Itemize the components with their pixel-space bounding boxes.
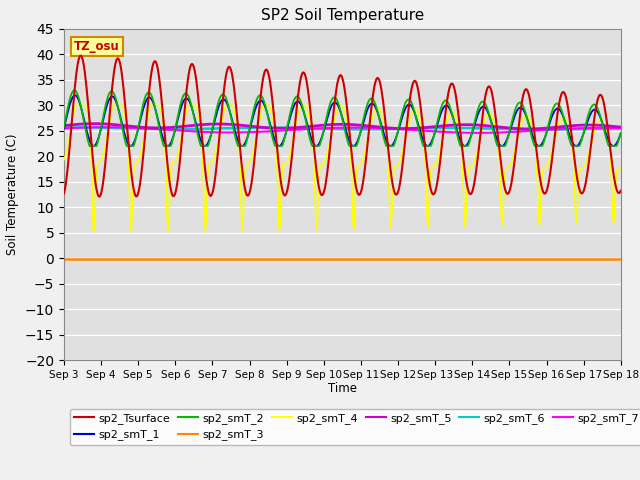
Legend: sp2_Tsurface, sp2_smT_1, sp2_smT_2, sp2_smT_3, sp2_smT_4, sp2_smT_5, sp2_smT_6, : sp2_Tsurface, sp2_smT_1, sp2_smT_2, sp2_… [70,408,640,445]
Y-axis label: Soil Temperature (C): Soil Temperature (C) [6,133,19,255]
Title: SP2 Soil Temperature: SP2 Soil Temperature [260,9,424,24]
Text: TZ_osu: TZ_osu [74,40,120,53]
X-axis label: Time: Time [328,383,357,396]
